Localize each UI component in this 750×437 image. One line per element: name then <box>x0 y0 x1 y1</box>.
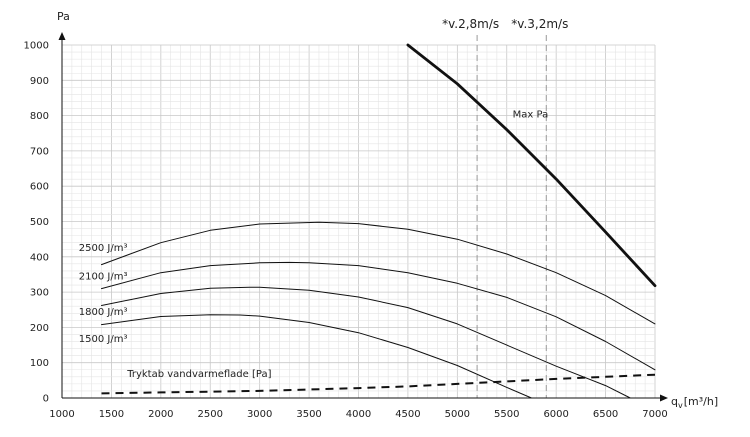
x-tick-label: 4500 <box>395 409 420 420</box>
series-line <box>101 221 656 325</box>
annotations: 2500 J/m³ 2100 J/m³ 1800 J/m³ 1500 J/m³ Max … <box>79 109 548 379</box>
x-axis-arrow <box>660 394 668 402</box>
series-line <box>101 373 656 395</box>
x-tick-label: 3000 <box>247 409 272 420</box>
series-line <box>101 286 631 399</box>
tick-labels: 1000 1500 2000 2500 3000 3500 4000 4500 5000 5500… <box>24 41 668 421</box>
series-line <box>101 314 532 399</box>
x-axis-label-main: q <box>671 395 678 408</box>
x-axis-label-unit: [m³/h] <box>684 395 718 408</box>
x-tick-label: 5000 <box>445 409 470 420</box>
y-tick-label: 700 <box>30 146 49 157</box>
x-tick-label: 3500 <box>296 409 321 420</box>
x-tick-label: 1500 <box>99 409 124 420</box>
velocity-lines: *v.2,8m/s *v.3,2m/s <box>442 17 568 398</box>
x-tick-label: 1000 <box>49 409 74 420</box>
annotation-label: 2100 J/m³ <box>79 272 128 283</box>
y-tick-label: 500 <box>30 217 49 228</box>
x-tick-label: 7000 <box>642 409 667 420</box>
grid <box>61 44 656 399</box>
x-tick-label: 2000 <box>148 409 173 420</box>
x-tick-label: 5500 <box>494 409 519 420</box>
y-tick-label: 100 <box>30 358 49 369</box>
y-axis-arrow <box>58 32 66 40</box>
y-tick-label: 0 <box>43 394 49 405</box>
annotation-label: Tryktab vandvarmeflade [Pa] <box>126 369 271 380</box>
annotation-label: 2500 J/m³ <box>79 243 128 254</box>
y-tick-label: 800 <box>30 111 49 122</box>
x-axis-label-sub: v <box>678 401 683 410</box>
annotation-label: 1800 J/m³ <box>79 307 128 318</box>
annotation-label: 1500 J/m³ <box>79 334 128 345</box>
y-tick-label: 200 <box>30 323 49 334</box>
velocity-label: *v.2,8m/s <box>442 17 499 31</box>
x-tick-label: 2500 <box>198 409 223 420</box>
velocity-label: *v.3,2m/s <box>511 17 568 31</box>
series-line <box>101 261 656 371</box>
y-tick-label: 400 <box>30 252 49 263</box>
annotation-label: Max Pa <box>513 109 549 120</box>
y-tick-label: 300 <box>30 288 49 299</box>
x-tick-label: 4000 <box>346 409 371 420</box>
y-tick-label: 600 <box>30 182 49 193</box>
axes <box>58 32 668 402</box>
x-tick-label: 6000 <box>543 409 568 420</box>
y-axis-label: Pa <box>57 10 70 23</box>
x-axis-label: qv[m³/h] <box>671 395 718 410</box>
y-tick-label: 1000 <box>24 41 49 52</box>
series-line <box>406 43 657 288</box>
x-tick-label: 6500 <box>593 409 618 420</box>
curves <box>101 43 657 399</box>
y-tick-label: 900 <box>30 76 49 87</box>
